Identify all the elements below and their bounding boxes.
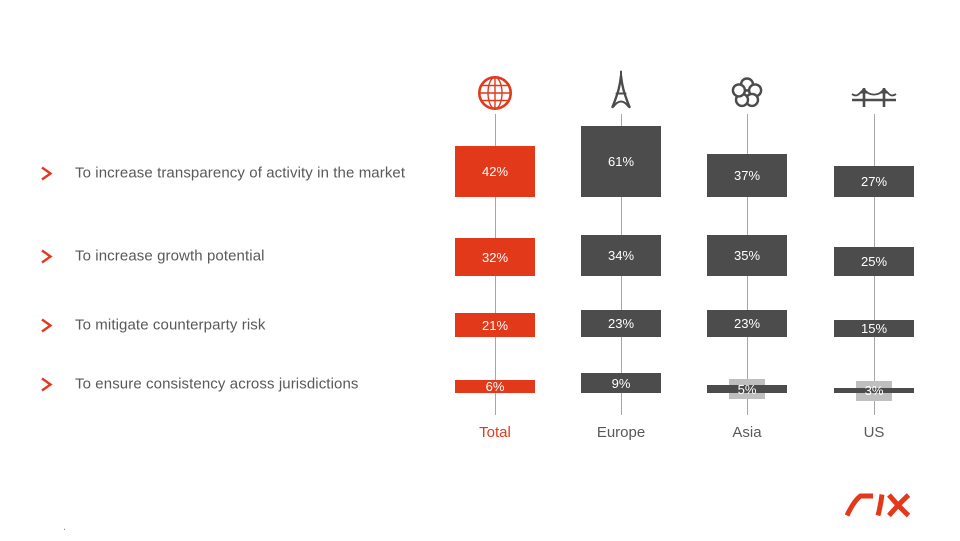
- chevron-right-icon: [41, 377, 53, 391]
- bar-value-label: 61%: [607, 154, 635, 169]
- chevron-right-icon: [41, 318, 53, 332]
- chevron-right-icon: [41, 249, 53, 263]
- bar-us-row4: 3%: [834, 384, 914, 397]
- bar-group-total: 42% 32% 21% 6%: [445, 0, 545, 460]
- column-label-us: US: [863, 424, 885, 441]
- bar-value-label: 25%: [860, 254, 888, 269]
- column-us: 27% 25% 15% 3% US: [824, 0, 924, 460]
- row-label-growth: To increase growth potential: [40, 248, 265, 265]
- bar-us-row1: 27%: [834, 166, 914, 197]
- eiffel-tower-icon: [571, 64, 671, 112]
- row-label-text: To increase growth potential: [75, 247, 265, 265]
- row-label-consistency: To ensure consistency across jurisdictio…: [40, 376, 359, 393]
- bar-europe-row3: 23%: [581, 310, 661, 337]
- bridge-icon: [824, 64, 924, 112]
- bar-value-label: 23%: [607, 316, 635, 331]
- bar-value-label: 3%: [864, 383, 884, 398]
- bar-value-label: 37%: [733, 168, 761, 183]
- bar-europe-row4: 9%: [581, 373, 661, 393]
- bar-value-label: 34%: [607, 248, 635, 263]
- bar-europe-row1: 61%: [581, 126, 661, 197]
- column-europe: 61% 34% 23% 9% Europe: [571, 0, 671, 460]
- bar-group-us: 27% 25% 15% 3%: [824, 0, 924, 460]
- bar-group-asia: 37% 35% 23% 5%: [697, 0, 797, 460]
- column-total: 42% 32% 21% 6% Total: [445, 0, 545, 460]
- bar-us-row3: 15%: [834, 320, 914, 337]
- bar-value-label: 6%: [485, 379, 505, 394]
- bar-value-label: 5%: [737, 381, 757, 397]
- row-label-text: To increase transparency of activity in …: [75, 164, 406, 182]
- bar-value-label: 27%: [860, 174, 888, 189]
- column-asia: 37% 35% 23% 5% Asia: [697, 0, 797, 460]
- globe-icon: [445, 64, 545, 112]
- bar-asia-row1: 37%: [707, 154, 787, 197]
- bar-value-label: 35%: [733, 248, 761, 263]
- bar-value-label: 9%: [611, 375, 631, 391]
- column-label-europe: Europe: [596, 424, 646, 441]
- row-label-counterparty-risk: To mitigate counterparty risk: [40, 317, 265, 334]
- column-label-total: Total: [479, 424, 511, 441]
- bar-us-row2: 25%: [834, 247, 914, 276]
- bar-total-row3: 21%: [455, 313, 535, 337]
- row-label-text: To mitigate counterparty risk: [75, 316, 266, 334]
- bar-europe-row2: 34%: [581, 235, 661, 276]
- bar-total-row4: 6%: [455, 380, 535, 393]
- bar-asia-row4: 5%: [707, 381, 787, 397]
- six-logo: [845, 491, 919, 519]
- bar-value-label: 23%: [733, 316, 761, 331]
- bar-value-label: 15%: [860, 321, 888, 336]
- chevron-right-icon: [41, 166, 53, 180]
- bar-asia-row3: 23%: [707, 310, 787, 337]
- bar-value-label: 42%: [481, 164, 509, 179]
- bar-value-label: 21%: [481, 317, 509, 333]
- column-label-asia: Asia: [732, 424, 762, 441]
- footnote-mark: .: [63, 521, 67, 533]
- blossom-icon: [697, 64, 797, 112]
- row-label-text: To ensure consistency across jurisdictio…: [75, 375, 359, 393]
- bar-total-row1: 42%: [455, 146, 535, 197]
- bar-value-label: 32%: [481, 249, 509, 265]
- row-label-transparency: To increase transparency of activity in …: [40, 165, 405, 182]
- bar-asia-row2: 35%: [707, 235, 787, 276]
- bar-group-europe: 61% 34% 23% 9%: [571, 0, 671, 460]
- bar-total-row2: 32%: [455, 238, 535, 276]
